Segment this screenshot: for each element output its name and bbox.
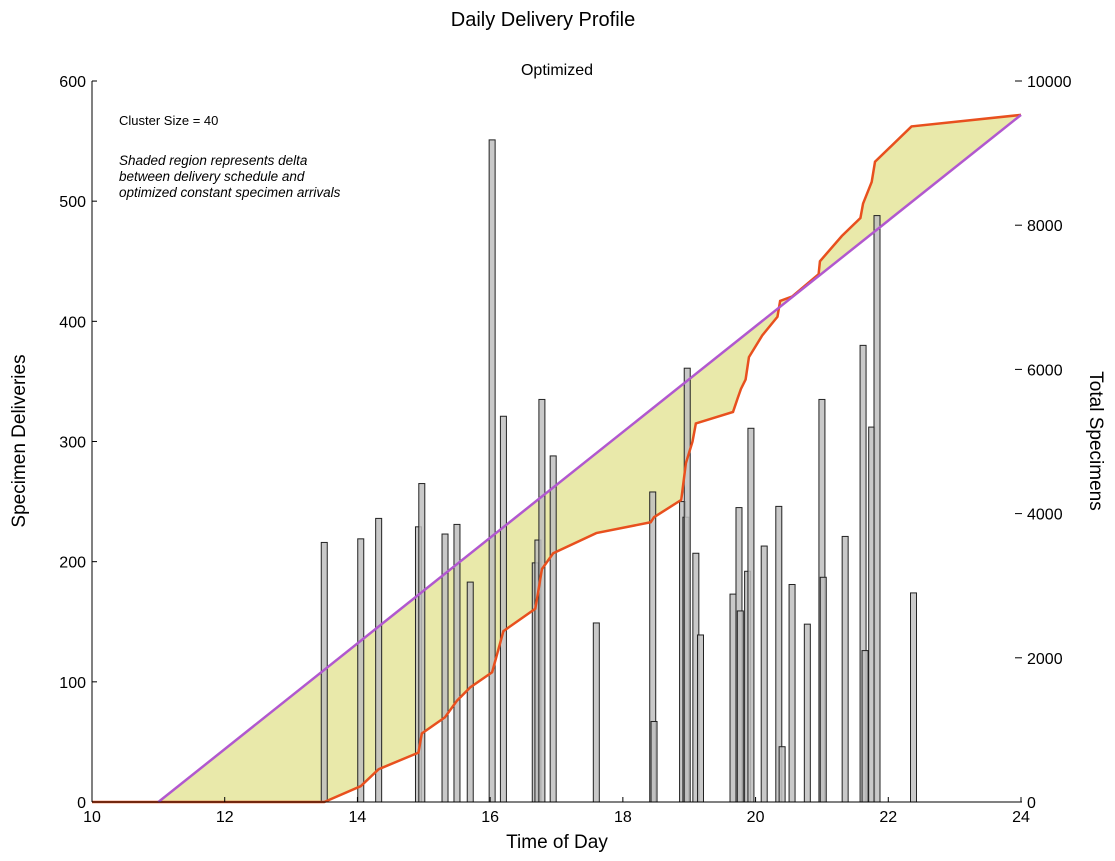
bar-33 (819, 576, 827, 803)
y-tick-label-4: 400 (59, 314, 86, 331)
bar-22 (729, 593, 737, 803)
y-tick-label-3: 300 (59, 435, 86, 452)
bar-12 (538, 398, 546, 803)
plot-area (92, 113, 1022, 804)
chart-title: Daily Delivery Profile (451, 9, 636, 31)
y-right-tick-label-1: 2000 (1027, 651, 1063, 668)
bar-7 (466, 581, 474, 803)
bar-4 (418, 483, 426, 803)
bar-8 (488, 139, 496, 803)
bar-14 (592, 622, 600, 803)
actual-cumulative-line (92, 113, 1022, 804)
bar-2 (375, 517, 383, 803)
bar-21 (696, 634, 704, 803)
cluster-size-annotation: Cluster Size = 40 (119, 113, 218, 128)
y-tick-label-0: 0 (77, 795, 86, 812)
x-tick-label-0: 10 (83, 809, 101, 826)
chart-subtitle: Optimized (521, 62, 593, 79)
delta-shaded-region (92, 114, 1021, 802)
bar-13 (549, 455, 557, 803)
bar-9 (499, 415, 507, 803)
x-tick-label-5: 20 (747, 809, 765, 826)
bar-31 (803, 623, 811, 803)
bar-16 (650, 720, 658, 803)
bar-1 (357, 538, 365, 803)
x-axis-label: Time of Day (506, 832, 608, 853)
x-tick-label-1: 12 (216, 809, 234, 826)
shaded-note-line-2: between delivery schedule and (119, 169, 305, 184)
y-right-tick-label-2: 4000 (1027, 507, 1063, 524)
x-tick-label-6: 22 (879, 809, 897, 826)
y-axis-label: Specimen Deliveries (9, 354, 30, 527)
bar-27 (760, 545, 768, 803)
bar-39 (910, 592, 918, 803)
y-right-axis-label: Total Specimens (1085, 371, 1106, 510)
y-tick-label-1: 100 (59, 675, 86, 692)
bar-19 (683, 367, 691, 803)
optimized-cumulative-line (157, 113, 1022, 803)
y-ticks: 0 100 200 300 400 500 600 (59, 74, 97, 812)
bar-29 (778, 746, 786, 803)
x-tick-label-4: 18 (614, 809, 632, 826)
bar-38 (873, 215, 881, 803)
bar-30 (788, 583, 796, 803)
x-tick-label-3: 16 (481, 809, 499, 826)
y-right-tick-label-4: 8000 (1027, 218, 1063, 235)
y-right-tick-label-3: 6000 (1027, 362, 1063, 379)
y-right-tick-label-0: 0 (1027, 795, 1036, 812)
axes: 10 12 14 16 18 20 22 24 0 100 200 300 400 500 600 0 20… (59, 74, 1071, 826)
x-tick-label-2: 14 (349, 809, 367, 826)
bar-36 (861, 650, 869, 803)
x-ticks: 10 12 14 16 18 20 22 24 (83, 797, 1030, 826)
bar-24 (736, 610, 744, 803)
y-right-ticks: 0 2000 4000 6000 8000 10000 (1015, 74, 1072, 812)
y-right-tick-label-5: 10000 (1027, 74, 1072, 91)
shaded-note-line-1: Shaded region represents delta (119, 153, 308, 168)
x-tick-label-7: 24 (1012, 809, 1030, 826)
y-tick-label-6: 600 (59, 74, 86, 91)
y-tick-label-5: 500 (59, 194, 86, 211)
y-tick-label-2: 200 (59, 555, 86, 572)
bar-26 (747, 427, 755, 803)
shaded-note-line-3: optimized constant specimen arrivals (119, 185, 341, 200)
bar-34 (841, 535, 849, 803)
